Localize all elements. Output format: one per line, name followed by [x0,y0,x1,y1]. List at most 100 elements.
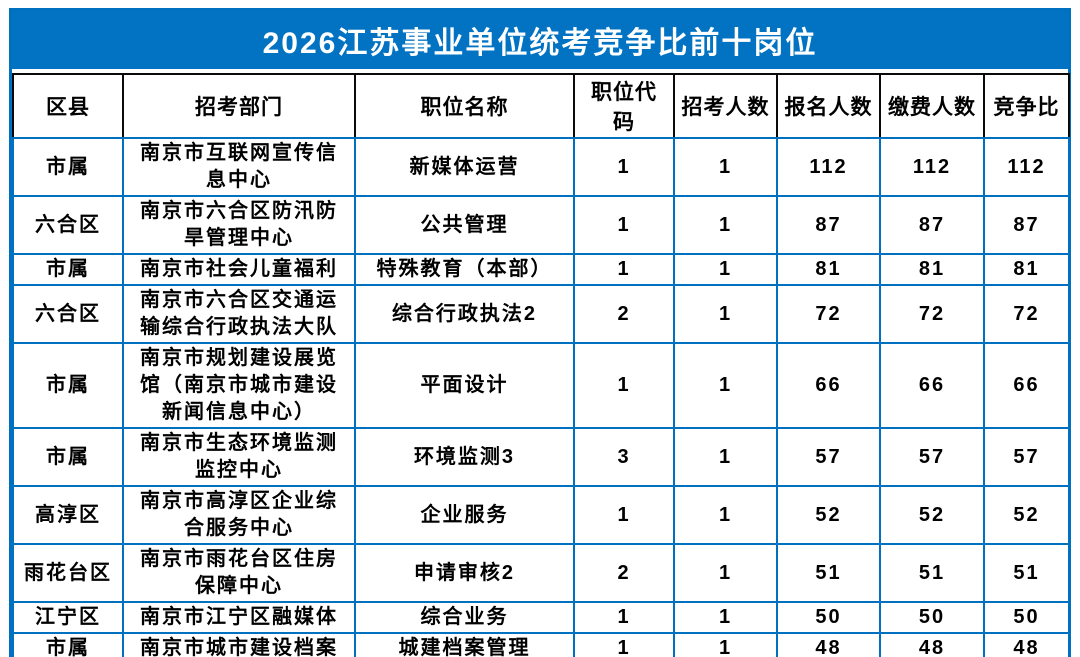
cell-ratio: 112 [983,137,1070,197]
cell-recruits: 1 [673,253,778,286]
cell-recruits: 1 [673,632,778,657]
cell-paid: 87 [879,195,985,255]
cell-code: 2 [573,543,675,603]
table-row: 雨花台区 南京市雨花台区住房 保障中心 申请审核2 2 1 51 51 51 [12,543,1070,603]
cell-recruits: 1 [673,601,778,634]
cell-applicants: 50 [776,601,881,634]
competition-table-card: 2026江苏事业单位统考竞争比前十岗位 区县 招考部门 职位名称 职位代码 招考… [9,8,1071,657]
col-header-applicants: 报名人数 [776,73,881,139]
table-header: 区县 招考部门 职位名称 职位代码 招考人数 报名人数 缴费人数 竞争比 [12,73,1070,139]
cell-code: 1 [573,632,675,657]
cell-position: 平面设计 [354,342,575,429]
cell-ratio: 87 [983,195,1070,255]
col-header-department: 招考部门 [122,73,356,139]
cell-position: 综合行政执法2 [354,284,575,344]
cell-position: 新媒体运营 [354,137,575,197]
cell-applicants: 57 [776,427,881,487]
cell-paid: 57 [879,427,985,487]
cell-code: 1 [573,342,675,429]
cell-code: 3 [573,427,675,487]
col-header-code: 职位代码 [573,73,675,139]
cell-code: 1 [573,195,675,255]
cell-paid: 81 [879,253,985,286]
table-row: 市属 南京市生态环境监测 监控中心 环境监测3 3 1 57 57 57 [12,427,1070,487]
table-row: 六合区 南京市六合区交通运 输综合行政执法大队 综合行政执法2 2 1 72 7… [12,284,1070,344]
cell-district: 市属 [12,342,124,429]
cell-district: 市属 [12,253,124,286]
cell-code: 1 [573,601,675,634]
cell-district: 雨花台区 [12,543,124,603]
header-row: 区县 招考部门 职位名称 职位代码 招考人数 报名人数 缴费人数 竞争比 [12,73,1070,139]
cell-recruits: 1 [673,543,778,603]
cell-recruits: 1 [673,284,778,344]
cell-position: 公共管理 [354,195,575,255]
cell-district: 市属 [12,427,124,487]
cell-ratio: 57 [983,427,1070,487]
col-header-ratio: 竞争比 [983,73,1070,139]
cell-paid: 72 [879,284,985,344]
cell-paid: 112 [879,137,985,197]
cell-department: 南京市生态环境监测 监控中心 [122,427,356,487]
cell-applicants: 87 [776,195,881,255]
cell-district: 六合区 [12,284,124,344]
cell-applicants: 72 [776,284,881,344]
cell-paid: 51 [879,543,985,603]
col-header-district: 区县 [12,73,124,139]
cell-position: 综合业务 [354,601,575,634]
cell-ratio: 66 [983,342,1070,429]
table-title: 2026江苏事业单位统考竞争比前十岗位 [12,11,1068,73]
table-row: 江宁区 南京市江宁区融媒体 综合业务 1 1 50 50 50 [12,601,1070,634]
cell-ratio: 50 [983,601,1070,634]
table-body: 市属 南京市互联网宣传信 息中心 新媒体运营 1 1 112 112 112 六… [12,137,1070,657]
cell-paid: 50 [879,601,985,634]
cell-department: 南京市社会儿童福利 [122,253,356,286]
cell-recruits: 1 [673,427,778,487]
cell-code: 1 [573,137,675,197]
cell-paid: 66 [879,342,985,429]
cell-department: 南京市六合区防汛防 旱管理中心 [122,195,356,255]
cell-department: 南京市城市建设档案 [122,632,356,657]
cell-department: 南京市互联网宣传信 息中心 [122,137,356,197]
cell-ratio: 51 [983,543,1070,603]
cell-department: 南京市规划建设展览 馆（南京市城市建设 新闻信息中心） [122,342,356,429]
cell-code: 1 [573,485,675,545]
table-row: 高淳区 南京市高淳区企业综 合服务中心 企业服务 1 1 52 52 52 [12,485,1070,545]
cell-applicants: 112 [776,137,881,197]
cell-ratio: 48 [983,632,1070,657]
cell-position: 申请审核2 [354,543,575,603]
cell-recruits: 1 [673,342,778,429]
table-row: 市属 南京市规划建设展览 馆（南京市城市建设 新闻信息中心） 平面设计 1 1 … [12,342,1070,429]
cell-district: 市属 [12,632,124,657]
cell-applicants: 48 [776,632,881,657]
table-row: 六合区 南京市六合区防汛防 旱管理中心 公共管理 1 1 87 87 87 [12,195,1070,255]
cell-applicants: 52 [776,485,881,545]
cell-district: 六合区 [12,195,124,255]
cell-recruits: 1 [673,485,778,545]
cell-paid: 52 [879,485,985,545]
competition-table: 区县 招考部门 职位名称 职位代码 招考人数 报名人数 缴费人数 竞争比 市属 … [12,73,1070,657]
cell-applicants: 81 [776,253,881,286]
cell-position: 企业服务 [354,485,575,545]
cell-district: 江宁区 [12,601,124,634]
cell-recruits: 1 [673,137,778,197]
cell-paid: 48 [879,632,985,657]
cell-department: 南京市江宁区融媒体 [122,601,356,634]
cell-code: 1 [573,253,675,286]
cell-department: 南京市高淳区企业综 合服务中心 [122,485,356,545]
cell-position: 特殊教育（本部） [354,253,575,286]
cell-district: 高淳区 [12,485,124,545]
col-header-paid: 缴费人数 [879,73,985,139]
col-header-position: 职位名称 [354,73,575,139]
table-row: 市属 南京市互联网宣传信 息中心 新媒体运营 1 1 112 112 112 [12,137,1070,197]
cell-recruits: 1 [673,195,778,255]
cell-position: 环境监测3 [354,427,575,487]
cell-district: 市属 [12,137,124,197]
cell-ratio: 72 [983,284,1070,344]
cell-applicants: 51 [776,543,881,603]
cell-position: 城建档案管理 [354,632,575,657]
table-row: 市属 南京市社会儿童福利 特殊教育（本部） 1 1 81 81 81 [12,253,1070,286]
cell-department: 南京市六合区交通运 输综合行政执法大队 [122,284,356,344]
cell-ratio: 81 [983,253,1070,286]
cell-code: 2 [573,284,675,344]
col-header-recruits: 招考人数 [673,73,778,139]
